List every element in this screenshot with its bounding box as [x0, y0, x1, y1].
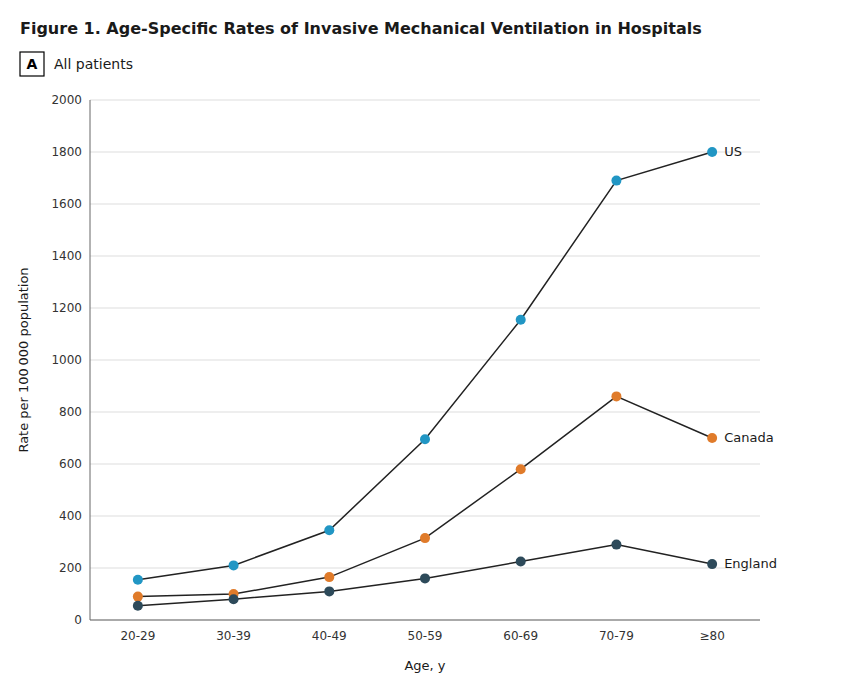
- series-label: England: [724, 556, 777, 571]
- grid-line: [90, 464, 760, 465]
- chart-container: Figure 1. Age-Specific Rates of Invasive…: [0, 0, 848, 696]
- data-point: [133, 601, 143, 611]
- y-tick-label: 0: [74, 613, 82, 627]
- data-point: [229, 594, 239, 604]
- data-point: [324, 525, 334, 535]
- y-axis-line: [90, 100, 91, 620]
- data-point: [516, 464, 526, 474]
- grid-line: [90, 516, 760, 517]
- grid-line: [90, 100, 760, 101]
- y-tick-label: 1400: [51, 249, 82, 263]
- y-tick-label: 600: [59, 457, 82, 471]
- series-line: [138, 545, 712, 606]
- grid-line: [90, 620, 760, 621]
- panel-label: A: [20, 52, 44, 76]
- grid-line: [90, 412, 760, 413]
- y-tick-label: 1600: [51, 197, 82, 211]
- data-point: [707, 147, 717, 157]
- data-point: [420, 533, 430, 543]
- y-tick-label: 1200: [51, 301, 82, 315]
- data-point: [229, 560, 239, 570]
- data-point: [420, 573, 430, 583]
- x-axis-line: [90, 620, 760, 621]
- data-point: [611, 540, 621, 550]
- x-tick-label: 50-59: [408, 629, 443, 643]
- subtitle: All patients: [54, 56, 133, 72]
- grid-line: [90, 308, 760, 309]
- series-label: Canada: [724, 430, 773, 445]
- y-tick-label: 200: [59, 561, 82, 575]
- x-tick-label: 60-69: [503, 629, 538, 643]
- series-labels: US Canada England: [724, 144, 777, 571]
- data-point: [611, 176, 621, 186]
- data-point: [133, 592, 143, 602]
- y-tick-label: 1000: [51, 353, 82, 367]
- grid-line: [90, 360, 760, 361]
- x-tick-label: 20-29: [120, 629, 155, 643]
- data-point: [420, 434, 430, 444]
- plot-area: [133, 147, 717, 611]
- x-axis: 20-29 30-39 40-49 50-59 60-69 70-79 ≥80: [120, 629, 724, 643]
- x-tick-label: 40-49: [312, 629, 347, 643]
- y-tick-label: 2000: [51, 93, 82, 107]
- panel-label-box: [20, 52, 44, 76]
- data-point: [133, 575, 143, 585]
- y-tick-label: 400: [59, 509, 82, 523]
- data-point: [707, 559, 717, 569]
- grid-line: [90, 152, 760, 153]
- data-point: [707, 433, 717, 443]
- grid-line: [90, 568, 760, 569]
- grid-line: [90, 256, 760, 257]
- series-label: US: [724, 144, 742, 159]
- x-tick-label: ≥80: [699, 629, 724, 643]
- x-tick-label: 30-39: [216, 629, 251, 643]
- data-point: [611, 391, 621, 401]
- data-point: [324, 586, 334, 596]
- data-point: [324, 572, 334, 582]
- y-tick-label: 800: [59, 405, 82, 419]
- series-line: [138, 152, 712, 580]
- annotation: A: [27, 56, 38, 72]
- grid-line: [90, 204, 760, 205]
- y-tick-label: 1800: [51, 145, 82, 159]
- data-point: [516, 315, 526, 325]
- data-point: [516, 557, 526, 567]
- series-line: [138, 396, 712, 596]
- y-axis-label: Rate per 100 000 population: [16, 267, 31, 452]
- title: Figure 1. Age-Specific Rates of Invasive…: [20, 19, 702, 38]
- chart-svg: Figure 1. Age-Specific Rates of Invasive…: [0, 0, 848, 696]
- x-tick-label: 70-79: [599, 629, 634, 643]
- y-axis: 0 200 400 600 800 1000 1200 1400 1600 1800 2000: [51, 93, 760, 627]
- x-axis-label: Age, y: [404, 658, 445, 673]
